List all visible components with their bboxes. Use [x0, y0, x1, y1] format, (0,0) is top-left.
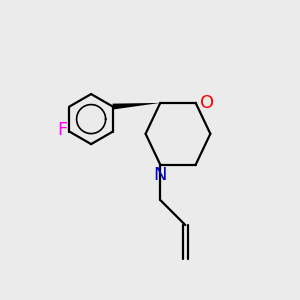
Polygon shape [112, 103, 160, 110]
Text: F: F [58, 121, 68, 139]
Text: N: N [154, 166, 167, 184]
Text: O: O [200, 94, 214, 112]
